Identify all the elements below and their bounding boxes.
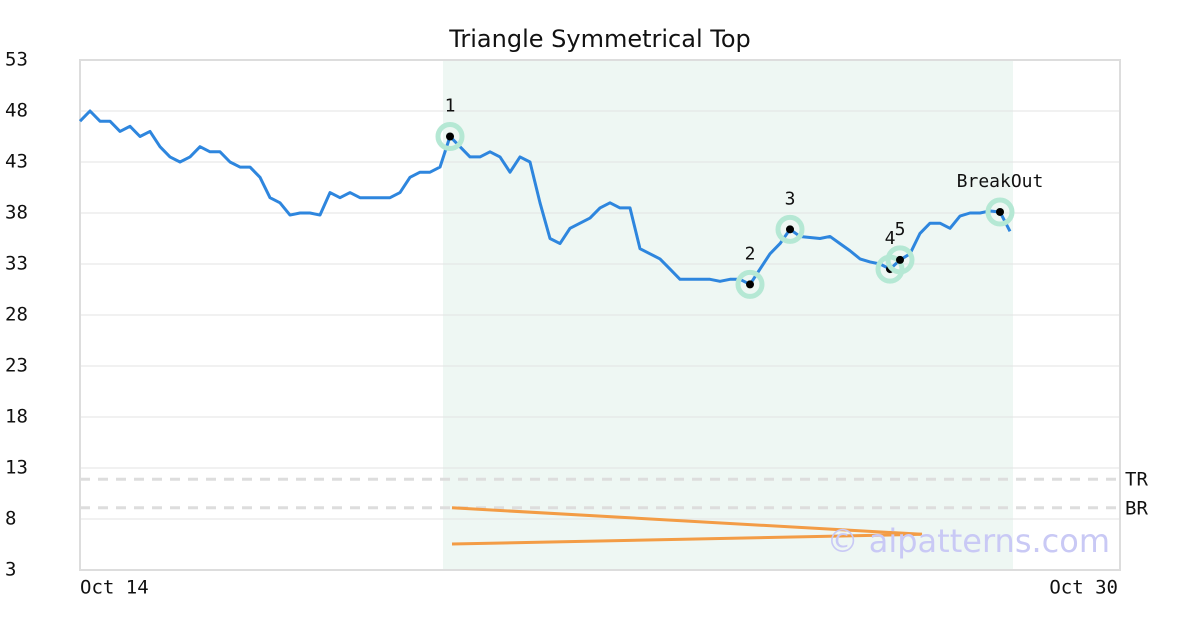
y-tick-label: 13 [5, 457, 28, 479]
y-tick-label: 28 [5, 304, 28, 326]
pivot-label: 4 [885, 228, 896, 249]
y-tick-label: 38 [5, 202, 28, 224]
y-tick-label: 33 [5, 253, 28, 275]
pivot-point [446, 132, 454, 141]
pivot-point [746, 280, 754, 289]
pivot-point [896, 255, 904, 264]
pivot-label: 1 [445, 96, 456, 117]
pivot-label: 5 [895, 219, 906, 240]
level-label: TR [1125, 469, 1148, 491]
chart-title: Triangle Symmetrical Top [448, 25, 751, 53]
pivot-label: BreakOut [957, 171, 1044, 192]
y-tick-label: 48 [5, 100, 28, 122]
plot-frame [79, 59, 1121, 571]
pivot-point [786, 225, 794, 234]
pivot-halo [735, 269, 765, 299]
x-tick-label: Oct 14 [80, 577, 149, 599]
y-tick-label: 43 [5, 151, 28, 173]
pivot-halo [435, 122, 465, 151]
pivot-halo [985, 197, 1015, 227]
pivot-label: 2 [745, 243, 756, 264]
y-tick-label: 53 [5, 49, 28, 71]
y-tick-label: 8 [5, 508, 16, 530]
y-tick-label: 18 [5, 406, 28, 428]
trendline [451, 506, 923, 536]
x-tick-label: Oct 30 [1049, 577, 1118, 599]
y-tick-label: 23 [5, 355, 28, 377]
pivot-halo [775, 214, 805, 244]
price-line [78, 109, 1012, 286]
level-label: BR [1125, 497, 1148, 519]
pivot-label: 3 [785, 188, 796, 209]
pivot-point [996, 207, 1004, 216]
trendline [451, 532, 923, 546]
watermark: © aipatterns.com [827, 522, 1110, 560]
pivot-halo [885, 245, 915, 275]
y-tick-label: 3 [5, 559, 16, 581]
